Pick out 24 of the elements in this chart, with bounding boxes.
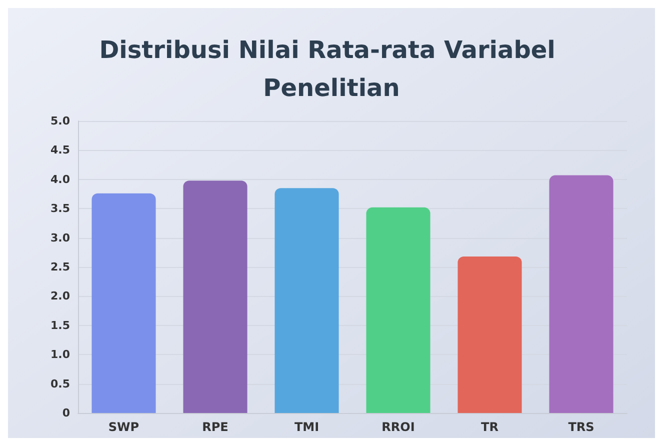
y-tick-label: 5.0 xyxy=(50,114,70,128)
bar xyxy=(458,256,522,413)
y-tick-label: 2.5 xyxy=(50,260,70,274)
y-tick-label: 1.5 xyxy=(50,318,70,332)
y-tick-label: 2.0 xyxy=(50,290,70,303)
x-tick-label: RPE xyxy=(202,420,228,434)
bar xyxy=(274,188,339,413)
y-tick-label: 0 xyxy=(62,406,70,420)
x-tick-label: TR xyxy=(481,420,498,434)
y-tick-label: 4.5 xyxy=(50,144,70,157)
chart-title: Distribusi Nilai Rata-rata Variabel Penelitian xyxy=(99,36,564,102)
bar xyxy=(92,193,156,413)
x-tick-label: TRS xyxy=(568,420,594,434)
y-tick-label: 4.0 xyxy=(50,172,70,186)
x-tick-label: SWP xyxy=(108,420,140,434)
bar xyxy=(549,175,614,413)
y-tick-label: 0.5 xyxy=(50,377,70,390)
y-tick-label: 1.0 xyxy=(50,348,70,362)
bar xyxy=(183,180,248,413)
x-tick-label: RROI xyxy=(382,420,415,434)
x-tick-label: TMI xyxy=(294,420,320,434)
y-tick-label: 3.0 xyxy=(50,231,70,244)
bar xyxy=(366,207,430,413)
y-tick-label: 3.5 xyxy=(50,202,70,216)
